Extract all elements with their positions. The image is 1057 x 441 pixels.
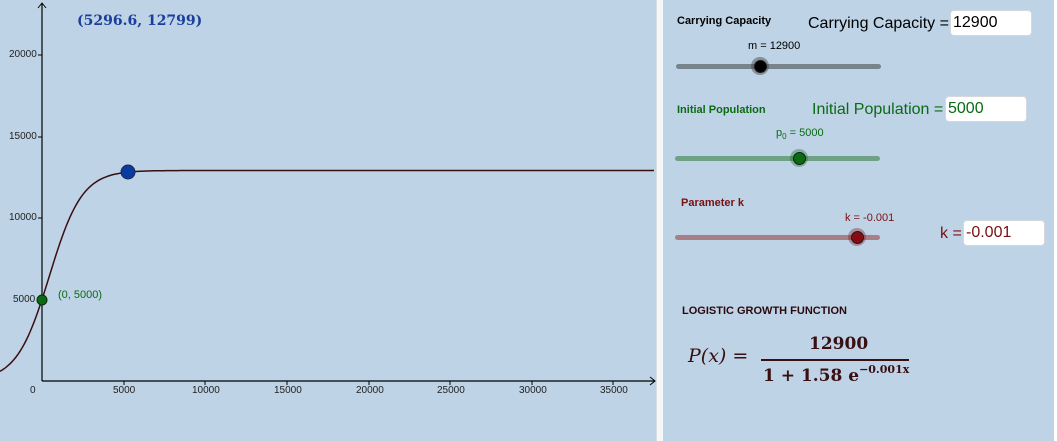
- formula-denominator: 1 + 1.58 e−0.001x: [763, 363, 910, 386]
- initial-point[interactable]: [36, 294, 48, 306]
- x-tick-label: 5000: [113, 385, 136, 396]
- graph-canvas[interactable]: [0, 0, 656, 441]
- formula-numerator: 12900: [809, 334, 869, 354]
- panel-divider[interactable]: [656, 0, 663, 441]
- carrying-capacity-caption: Carrying Capacity: [677, 15, 772, 27]
- graphics-view[interactable]: 0 5000 10000 15000 20000 25000 30000 350…: [0, 0, 656, 441]
- x-tick-label: 30000: [519, 385, 547, 396]
- y-tick-label: 20000: [9, 49, 37, 60]
- x-tick-label: 35000: [600, 385, 628, 396]
- initial-population-input[interactable]: 5000: [945, 96, 1027, 122]
- x-tick-label: 0: [30, 385, 36, 396]
- k-input[interactable]: -0.001: [963, 220, 1045, 246]
- algebra-panel: Carrying Capacity m = 12900 Carrying Cap…: [663, 0, 1054, 441]
- x-tick-label: 25000: [437, 385, 465, 396]
- m-slider-knob[interactable]: [754, 60, 767, 73]
- x-tick-label: 20000: [356, 385, 384, 396]
- right-edge: [1054, 0, 1057, 441]
- y-tick-label: 10000: [9, 212, 37, 223]
- carrying-capacity-input-label: Carrying Capacity =: [808, 15, 949, 32]
- carrying-capacity-input[interactable]: 12900: [950, 10, 1032, 36]
- m-slider-label: m = 12900: [748, 40, 801, 52]
- k-slider-label: k = -0.001: [845, 212, 895, 224]
- fraction-bar: [761, 359, 909, 361]
- formula-title: LOGISTIC GROWTH FUNCTION: [682, 305, 847, 317]
- p0-slider-track[interactable]: [675, 156, 880, 161]
- formula-lhs: P(x) =: [688, 345, 749, 367]
- y-tick-label: 15000: [9, 131, 37, 142]
- max-point[interactable]: [120, 164, 136, 180]
- initial-population-input-label: Initial Population =: [812, 101, 944, 118]
- y-axis-arrow-icon: [37, 2, 47, 9]
- x-ticks: [123, 381, 614, 385]
- p0-slider-knob[interactable]: [793, 152, 806, 165]
- initial-population-caption: Initial Population: [677, 104, 766, 116]
- parameter-k-caption: Parameter k: [681, 197, 744, 209]
- max-point-label: (5296.6, 12799): [77, 13, 203, 29]
- k-slider-knob[interactable]: [851, 231, 864, 244]
- y-tick-label: 5000: [13, 294, 36, 305]
- x-tick-label: 10000: [192, 385, 220, 396]
- m-slider-track[interactable]: [676, 64, 881, 69]
- initial-point-label: (0, 5000): [58, 289, 103, 301]
- p0-slider-label: p0 = 5000: [776, 127, 824, 142]
- logistic-curve: [0, 169, 654, 372]
- x-tick-label: 15000: [274, 385, 302, 396]
- x-axis-arrow-icon: [649, 376, 656, 386]
- k-slider-track[interactable]: [675, 235, 880, 240]
- k-input-label: k =: [940, 225, 962, 242]
